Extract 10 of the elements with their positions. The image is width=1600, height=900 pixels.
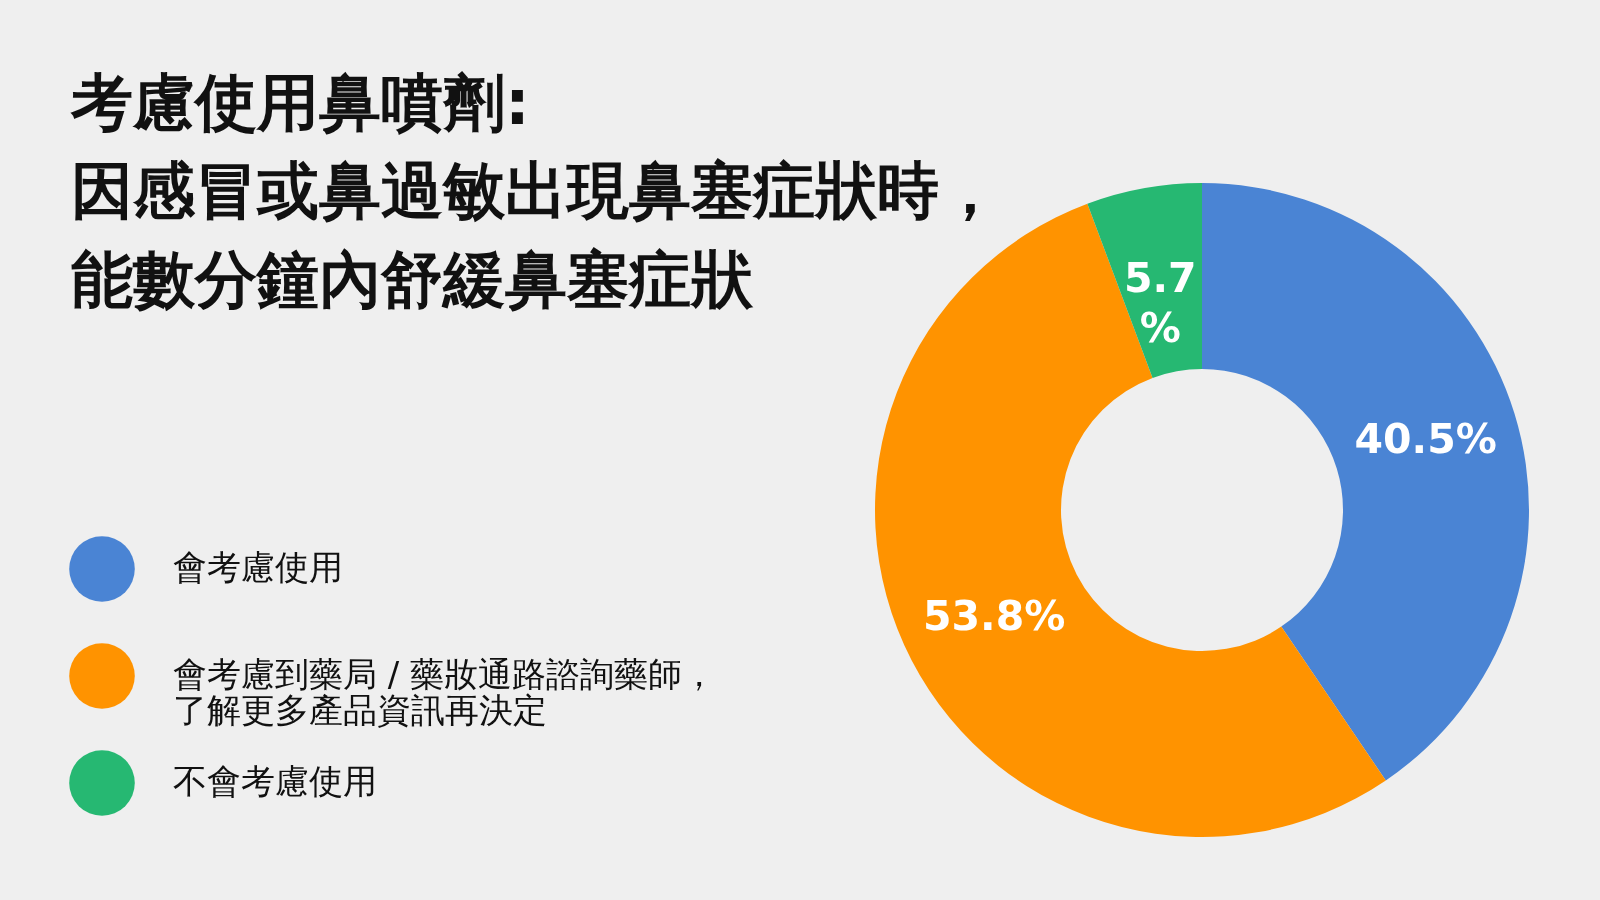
legend-label: 會考慮到藥局 / 藥妝通路諮詢藥師，了解更多產品資訊再決定 [173,654,717,730]
data-label: 40.5% [1354,415,1497,464]
donut-slice [1202,183,1529,781]
chart-title: 考慮使用鼻噴劑: [70,66,530,139]
donut-slice [1087,183,1202,378]
chart-subtitle: 因感冒或鼻過敏出現鼻塞症狀時，能數分鐘內舒緩鼻塞症狀 [71,154,1001,316]
legend-label: 不會考慮使用 [173,761,377,801]
legend-label: 會考慮使用 [173,547,343,587]
data-label: 53.8% [923,591,1066,640]
data-label: 5.7 % [1124,253,1197,352]
